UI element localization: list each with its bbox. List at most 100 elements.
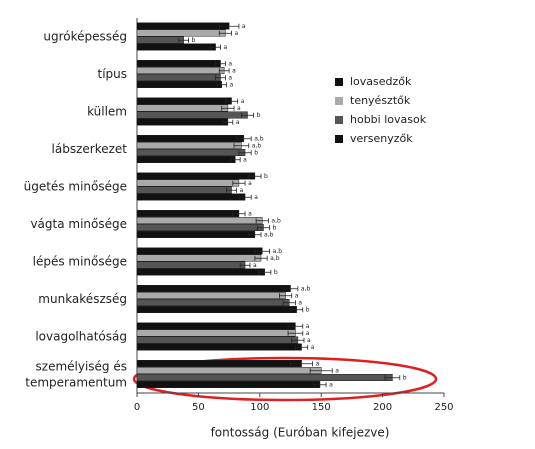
- bar: [136, 343, 302, 351]
- bar: [136, 193, 246, 201]
- x-tick-label: 50: [192, 402, 205, 413]
- bar: [136, 97, 232, 105]
- error-bar: [210, 44, 221, 50]
- error-bar: [279, 293, 293, 299]
- legend-swatch: [335, 116, 343, 124]
- significance-letter: a,b: [270, 255, 280, 262]
- significance-letter: a: [254, 194, 258, 201]
- error-bar: [215, 75, 226, 81]
- y-tick-label: személyiség és temperamentum: [25, 359, 127, 389]
- error-bar: [313, 382, 327, 388]
- error-bar: [384, 375, 401, 381]
- error-bar: [256, 225, 271, 231]
- error-bar: [218, 23, 240, 29]
- x-tick-label: 0: [134, 402, 140, 413]
- legend-swatch: [335, 97, 343, 105]
- significance-letter: a: [232, 67, 236, 74]
- legend-swatch: [335, 135, 343, 143]
- bar: [136, 135, 245, 142]
- significance-letter: a: [248, 180, 252, 187]
- bar: [136, 336, 299, 344]
- error-bar: [254, 248, 271, 254]
- error-bar: [221, 105, 235, 111]
- significance-letter: a: [329, 381, 333, 388]
- significance-letter: a,b: [254, 135, 264, 142]
- error-bar: [240, 112, 255, 118]
- bar: [136, 210, 240, 217]
- error-bar: [238, 150, 252, 156]
- significance-letter: a: [235, 30, 239, 37]
- error-bar: [218, 30, 232, 36]
- bar: [136, 224, 264, 231]
- bar: [136, 29, 226, 37]
- bar: [136, 247, 263, 255]
- bar: [136, 60, 221, 67]
- bar: [136, 261, 246, 269]
- significance-letter: a: [239, 187, 243, 194]
- error-bar: [282, 300, 296, 306]
- error-bar: [226, 187, 237, 193]
- bar: [136, 111, 248, 119]
- significance-letter: b: [192, 37, 196, 44]
- error-bar: [222, 119, 234, 125]
- significance-letter: a: [228, 60, 232, 67]
- legend-label: lovasedzők: [350, 75, 412, 88]
- bar: [136, 374, 393, 381]
- significance-letter: a: [237, 105, 241, 112]
- bar: [136, 306, 297, 313]
- significance-letter: b: [403, 374, 407, 381]
- significance-letter: b: [274, 269, 278, 276]
- bar: [136, 329, 296, 337]
- error-bar: [232, 211, 246, 217]
- label-line: személyiség és: [36, 359, 127, 373]
- bar: [136, 43, 216, 51]
- bar: [136, 104, 229, 112]
- significance-letter: a: [230, 81, 234, 88]
- label-line: temperamentum: [25, 375, 127, 389]
- bar: [136, 254, 262, 262]
- y-tick-label: lovagolhatóság: [35, 329, 127, 343]
- significance-letter: b: [257, 112, 261, 119]
- y-tick-label: ugróképesség: [43, 29, 127, 43]
- error-bar: [248, 173, 262, 179]
- error-bar: [218, 68, 230, 74]
- significance-letter: a: [316, 360, 320, 367]
- bar: [136, 179, 240, 187]
- bar: [136, 367, 322, 374]
- bar: [136, 156, 236, 163]
- error-bar: [255, 218, 269, 224]
- legend-label: hobbi lovasok: [350, 113, 427, 126]
- error-bar: [282, 286, 299, 292]
- significance-letter: a: [335, 367, 339, 374]
- significance-letter: a: [295, 292, 299, 299]
- bar: [136, 292, 286, 299]
- bar: [136, 381, 321, 388]
- bar: [136, 360, 302, 367]
- bar: [136, 231, 256, 238]
- significance-letter: a: [311, 344, 315, 351]
- y-tick-label: küllem: [87, 104, 127, 118]
- error-bar: [291, 337, 305, 343]
- x-axis-label: fontosság (Euróban kifejezve): [211, 426, 390, 440]
- x-tick-label: 200: [373, 402, 392, 413]
- highlight-ellipse: [132, 356, 438, 402]
- error-bar: [258, 269, 272, 275]
- error-bar: [233, 143, 250, 149]
- significance-letter: a: [248, 210, 252, 217]
- error-bar: [215, 61, 226, 67]
- bar: [136, 285, 291, 292]
- significance-letter: b: [273, 224, 277, 231]
- significance-letter: a,b: [264, 231, 274, 238]
- y-tick-label: vágta minősége: [30, 217, 127, 231]
- error-bar: [287, 323, 304, 329]
- error-bar: [239, 262, 251, 268]
- significance-letter: a: [236, 119, 240, 126]
- legend-swatch: [335, 78, 343, 86]
- x-tick-label: 250: [434, 402, 453, 413]
- y-tick-label: lépés minősége: [33, 254, 127, 268]
- error-bar: [229, 157, 241, 163]
- significance-letter: a,b: [273, 248, 283, 255]
- bar: [136, 118, 229, 126]
- error-bar: [238, 194, 252, 200]
